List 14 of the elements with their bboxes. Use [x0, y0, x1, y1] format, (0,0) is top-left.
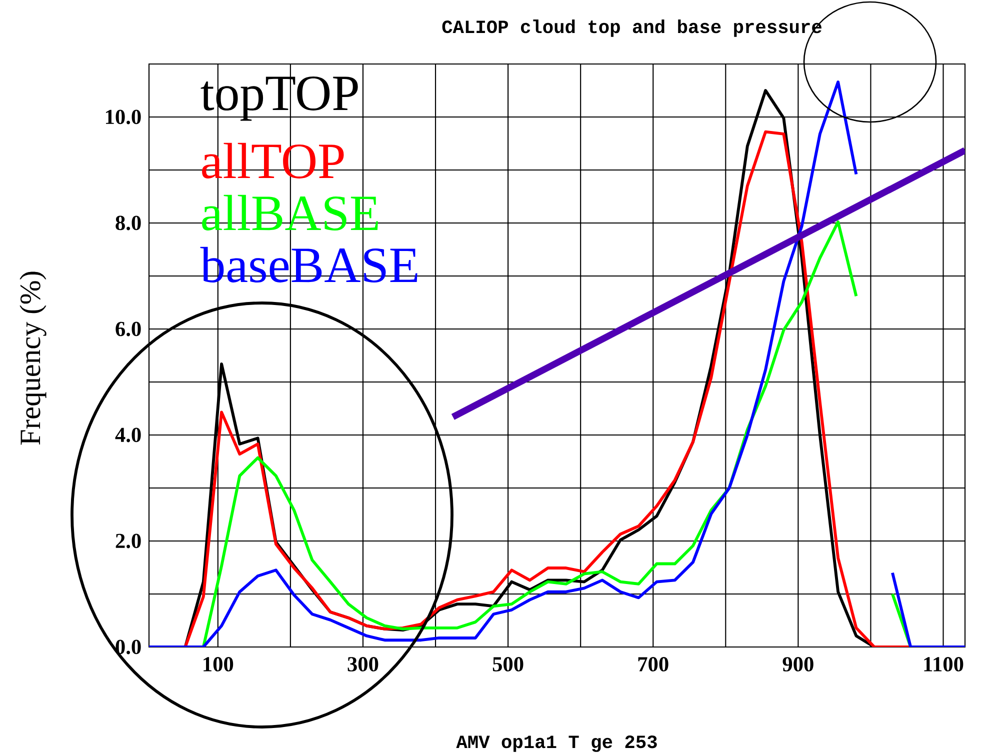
x-axis-title: AMV op1a1 T ge 253: [456, 736, 657, 752]
x-tick-label: 300: [348, 657, 378, 672]
y-tick-label: 10.0: [106, 110, 141, 124]
x-tick-label: 500: [492, 657, 524, 672]
x-tick-label: 700: [638, 657, 668, 672]
y-tick-label: 0.0: [116, 640, 141, 654]
x-tick-label: 900: [782, 657, 814, 672]
y-tick-label: 8.0: [116, 216, 141, 230]
y-tick-label: 2.0: [116, 534, 141, 548]
x-tick-label: 1100: [924, 657, 964, 672]
y-tick-label: 4.0: [115, 428, 141, 442]
x-tick-label: 100: [204, 657, 234, 672]
y-tick-label: 6.0: [116, 322, 141, 336]
y-axis-title: Frequency (%): [20, 272, 46, 445]
